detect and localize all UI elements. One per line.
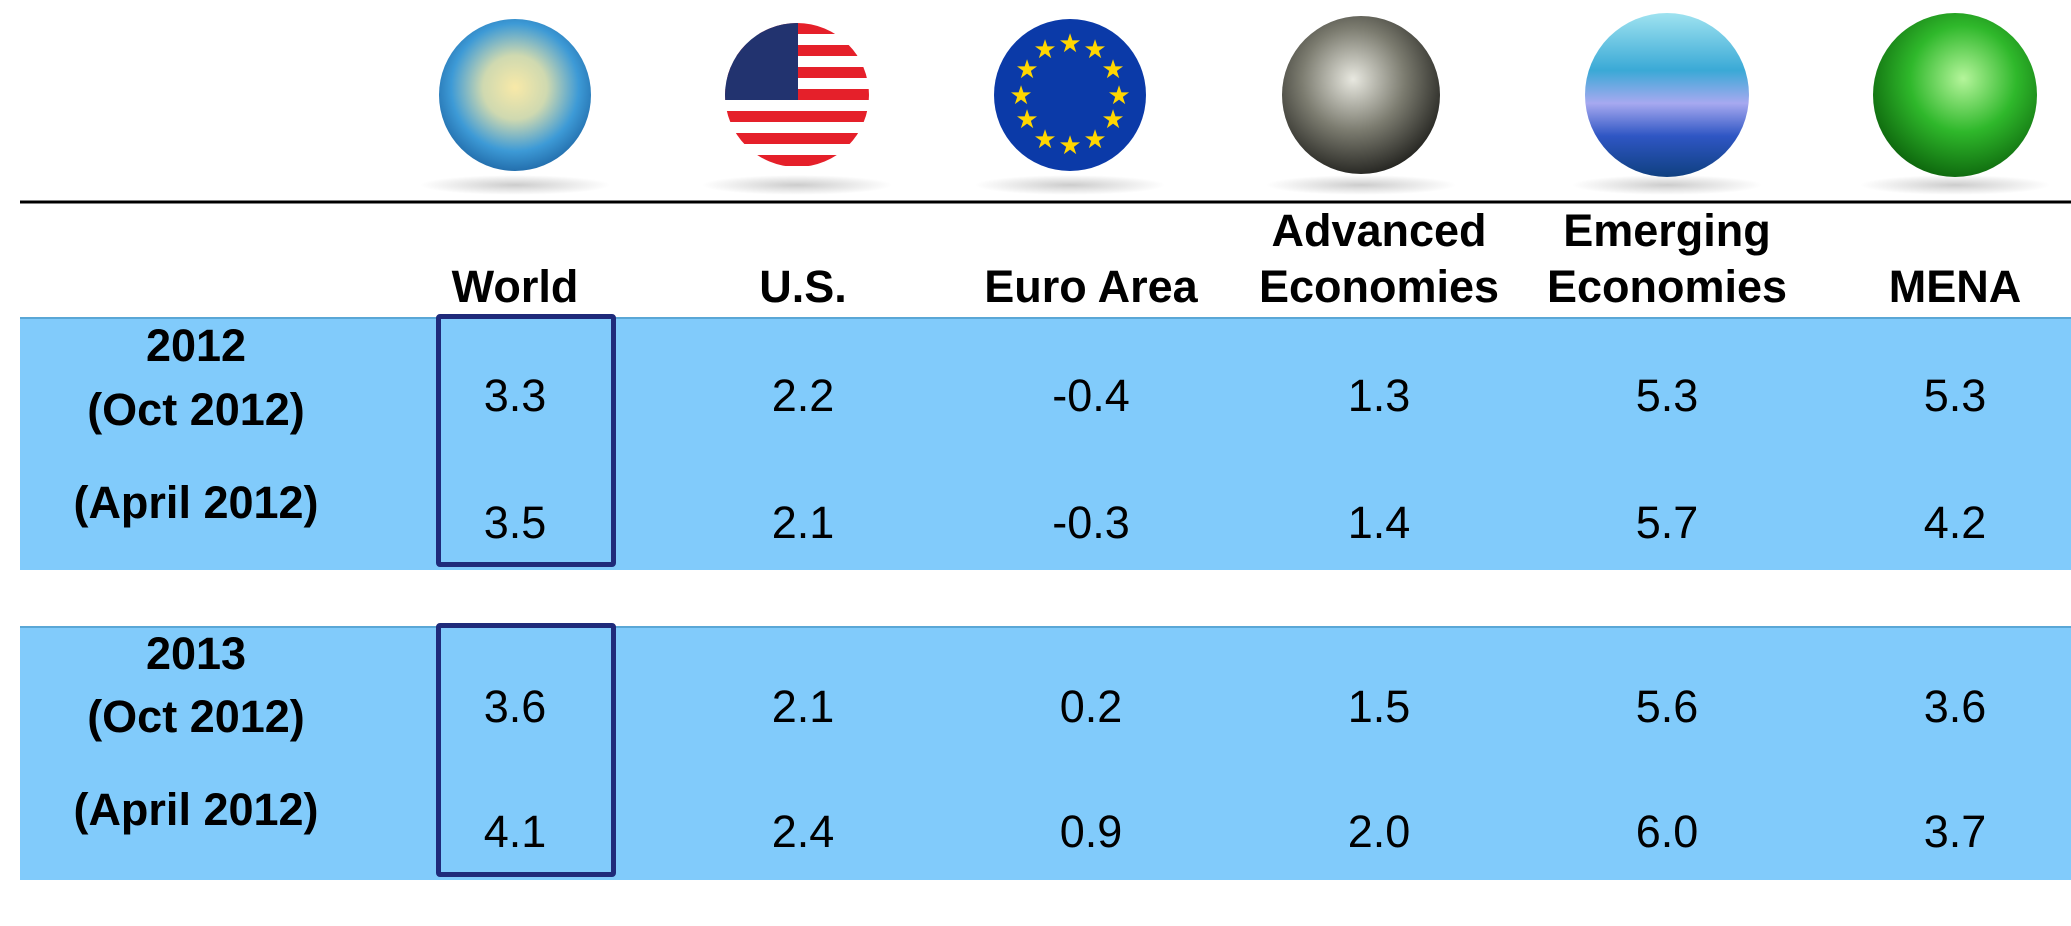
svg-text:★: ★ — [1009, 81, 1032, 111]
row-label: (Oct 2012) — [87, 384, 305, 436]
svg-text:★: ★ — [1083, 125, 1106, 155]
cell-value: 3.3 — [484, 370, 547, 422]
svg-text:★: ★ — [1058, 29, 1081, 59]
cell-value: 2.1 — [772, 681, 835, 733]
cell-value: 2.2 — [772, 370, 835, 422]
column-header: Emerging Economies — [1527, 195, 1807, 315]
year-label: 2013 — [146, 628, 246, 680]
cell-value: 2.1 — [772, 497, 835, 549]
emerging-globe — [1585, 13, 1749, 177]
us-flag — [720, 20, 880, 170]
cell-value: 3.5 — [484, 497, 547, 549]
cell-value: 3.7 — [1924, 806, 1987, 858]
column-header: World — [375, 195, 655, 315]
column-header: Euro Area — [951, 195, 1231, 315]
row-label: (April 2012) — [73, 784, 318, 836]
column-header: U.S. — [663, 195, 943, 315]
cell-value: 1.4 — [1348, 497, 1411, 549]
shadows — [420, 175, 2050, 195]
eu-flag: ★★★★ ★★★★ ★★★★ — [994, 19, 1146, 171]
cell-value: 4.1 — [484, 806, 547, 858]
svg-text:★: ★ — [1058, 131, 1081, 161]
row-label: (April 2012) — [73, 477, 318, 529]
column-header: Advanced Economies — [1239, 195, 1519, 315]
cell-value: 1.5 — [1348, 681, 1411, 733]
cell-value: 3.6 — [1924, 681, 1987, 733]
cell-value: 5.6 — [1636, 681, 1699, 733]
year-label: 2012 — [146, 320, 246, 372]
svg-text:★: ★ — [1033, 35, 1056, 65]
cell-value: 1.3 — [1348, 370, 1411, 422]
cell-value: 3.6 — [484, 681, 547, 733]
cell-value: 5.7 — [1636, 497, 1699, 549]
advanced-globe — [1282, 16, 1440, 174]
page: ★★★★ ★★★★ ★★★★ WorldU.S.Euro AreaAdvance… — [0, 0, 2071, 926]
icon-row: ★★★★ ★★★★ ★★★★ — [0, 0, 2071, 210]
cell-value: 0.2 — [1060, 681, 1123, 733]
cell-value: 2.0 — [1348, 806, 1411, 858]
cell-value: 5.3 — [1636, 370, 1699, 422]
cell-value: 2.4 — [772, 806, 835, 858]
cell-value: 4.2 — [1924, 497, 1987, 549]
mena-globe — [1873, 13, 2037, 177]
world-globe — [439, 19, 591, 171]
cell-value: -0.3 — [1052, 497, 1130, 549]
cell-value: -0.4 — [1052, 370, 1130, 422]
cell-value: 0.9 — [1060, 806, 1123, 858]
row-band — [20, 626, 2071, 880]
row-label: (Oct 2012) — [87, 691, 305, 743]
cell-value: 5.3 — [1924, 370, 1987, 422]
row-band — [20, 317, 2071, 570]
column-header: MENA — [1815, 195, 2071, 315]
cell-value: 6.0 — [1636, 806, 1699, 858]
